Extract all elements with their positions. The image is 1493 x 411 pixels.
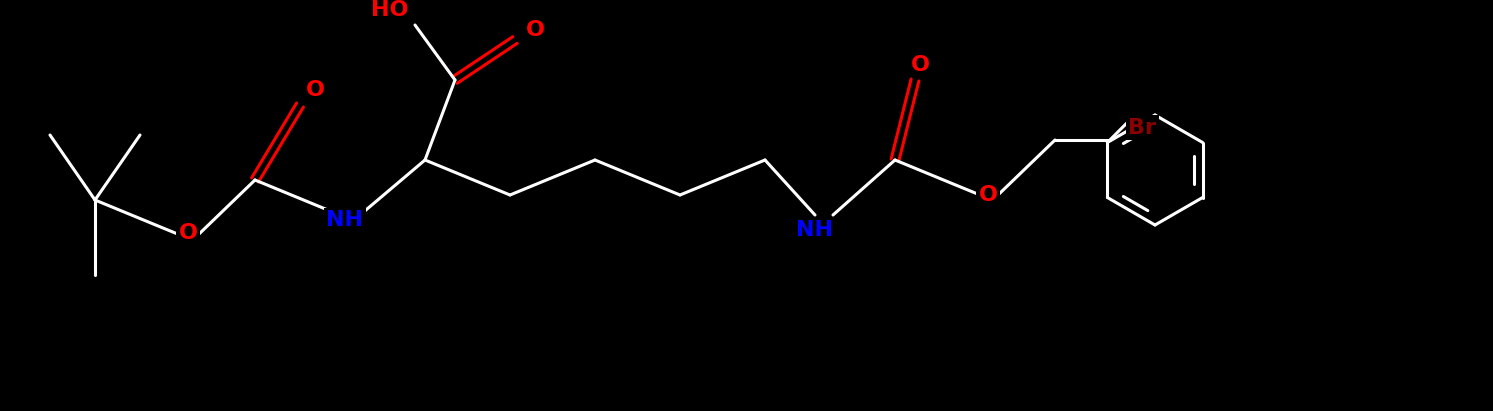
Text: Br: Br	[1129, 118, 1157, 138]
Text: O: O	[526, 20, 545, 40]
Text: O: O	[306, 80, 324, 100]
Text: O: O	[911, 55, 930, 75]
Text: NH: NH	[796, 220, 833, 240]
Text: O: O	[978, 185, 997, 205]
Text: NH: NH	[327, 210, 363, 230]
Text: HO: HO	[372, 0, 409, 20]
Text: O: O	[179, 223, 197, 243]
